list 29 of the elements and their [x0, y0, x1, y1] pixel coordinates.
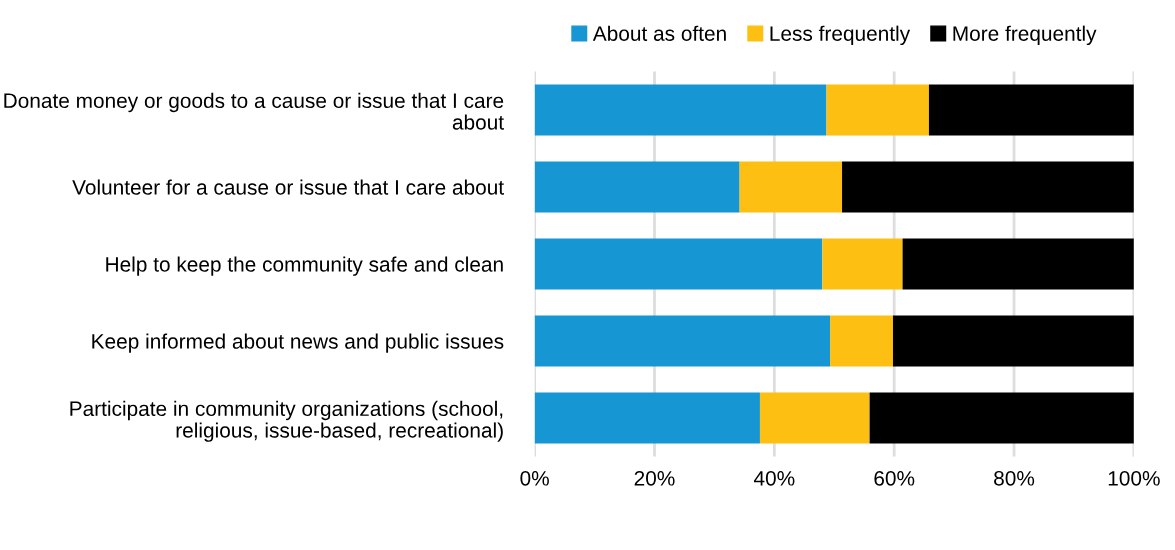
y-tick-label: Keep informed about news and public issues — [92, 333, 504, 353]
x-tick-label: 80% — [994, 470, 1035, 486]
bar — [842, 161, 1134, 213]
bar — [928, 84, 1134, 136]
bar — [534, 84, 827, 136]
x-tick-label: 60% — [874, 470, 915, 486]
bar — [902, 238, 1134, 290]
y-tick-label: Volunteer for a cause or issue that I care about — [72, 179, 504, 195]
bar — [534, 161, 740, 213]
bar — [830, 315, 893, 367]
y-tick-label: Donate money or goods to a cause or issue that I care about — [4, 92, 504, 130]
x-tick-label: 0% — [520, 470, 549, 486]
x-tick-label: 40% — [753, 470, 795, 486]
y-tick-label: Participate in community organizations (school, religious, issue-based, recreational) — [70, 400, 503, 442]
bar — [534, 315, 831, 367]
x-tick-label: 100% — [1108, 470, 1160, 486]
bar — [534, 392, 760, 444]
legend-label: Less frequently — [770, 25, 911, 46]
bar — [759, 392, 870, 444]
x-tick-label: 20% — [634, 470, 675, 486]
bar — [826, 84, 929, 136]
bar — [739, 161, 843, 213]
bar — [822, 238, 903, 290]
bar — [869, 392, 1134, 444]
y-tick-label: Help to keep the community safe and clean — [106, 256, 503, 276]
bar — [892, 315, 1134, 367]
bar — [534, 238, 823, 290]
legend-label: About as often — [592, 25, 726, 41]
legend-label: More frequently — [953, 25, 1097, 46]
